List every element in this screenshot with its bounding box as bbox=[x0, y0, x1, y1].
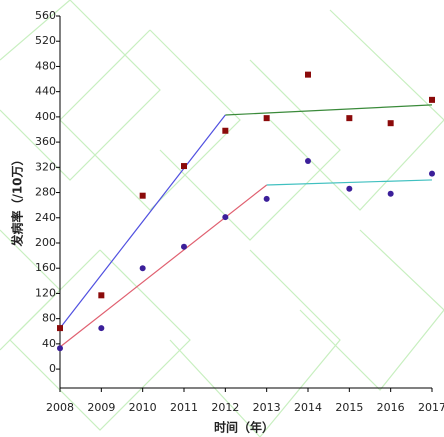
point bbox=[140, 193, 146, 199]
point bbox=[222, 128, 228, 134]
point bbox=[388, 120, 394, 126]
point bbox=[57, 325, 63, 331]
point bbox=[429, 97, 435, 103]
fit-line bbox=[60, 115, 225, 328]
point bbox=[181, 163, 187, 169]
x-tick-label: 2009 bbox=[87, 401, 115, 414]
x-tick-label: 2017 bbox=[418, 401, 444, 414]
point bbox=[98, 292, 104, 298]
point bbox=[305, 72, 311, 78]
point bbox=[429, 171, 435, 177]
point bbox=[140, 265, 146, 271]
y-tick-label: 0 bbox=[49, 362, 56, 375]
point bbox=[57, 345, 63, 351]
y-tick-label: 40 bbox=[42, 337, 56, 350]
y-tick-label: 520 bbox=[35, 34, 56, 47]
point bbox=[388, 191, 394, 197]
y-tick-label: 360 bbox=[35, 135, 56, 148]
fit-line bbox=[60, 185, 267, 347]
fit-line bbox=[225, 105, 432, 115]
y-tick-label: 200 bbox=[35, 236, 56, 249]
fit-line bbox=[267, 180, 432, 185]
x-tick-label: 2008 bbox=[46, 401, 74, 414]
y-tick-label: 320 bbox=[35, 160, 56, 173]
x-tick-label: 2012 bbox=[211, 401, 239, 414]
y-tick-label: 240 bbox=[35, 211, 56, 224]
point bbox=[264, 196, 270, 202]
point bbox=[181, 244, 187, 250]
y-axis-title: 发病率（/10万） bbox=[10, 153, 25, 247]
x-tick-label: 2014 bbox=[294, 401, 322, 414]
y-tick-label: 480 bbox=[35, 59, 56, 72]
y-tick-label: 80 bbox=[42, 312, 56, 325]
y-tick-label: 440 bbox=[35, 85, 56, 98]
x-tick-label: 2015 bbox=[335, 401, 363, 414]
y-tick-label: 560 bbox=[35, 9, 56, 22]
point bbox=[98, 325, 104, 331]
point bbox=[346, 115, 352, 121]
chart: 发病率（/10万） 时间（年） 0 40 80 120 160 200 240 280 320 3… bbox=[0, 0, 444, 437]
point bbox=[264, 115, 270, 121]
x-tick-label: 2011 bbox=[170, 401, 198, 414]
x-tick-label: 2016 bbox=[377, 401, 405, 414]
x-tick-label: 2013 bbox=[253, 401, 281, 414]
x-axis-title: 时间（年） bbox=[214, 420, 274, 435]
watermark bbox=[0, 0, 444, 437]
y-tick-label: 400 bbox=[35, 110, 56, 123]
y-tick-label: 160 bbox=[35, 261, 56, 274]
y-tick-label: 120 bbox=[35, 286, 56, 299]
point bbox=[305, 158, 311, 164]
y-tick-label: 280 bbox=[35, 186, 56, 199]
point bbox=[346, 186, 352, 192]
page: 发病率（/10万） 时间（年） 0 40 80 120 160 200 240 280 320 3… bbox=[0, 0, 444, 437]
x-tick-label: 2010 bbox=[129, 401, 157, 414]
point bbox=[222, 214, 228, 220]
